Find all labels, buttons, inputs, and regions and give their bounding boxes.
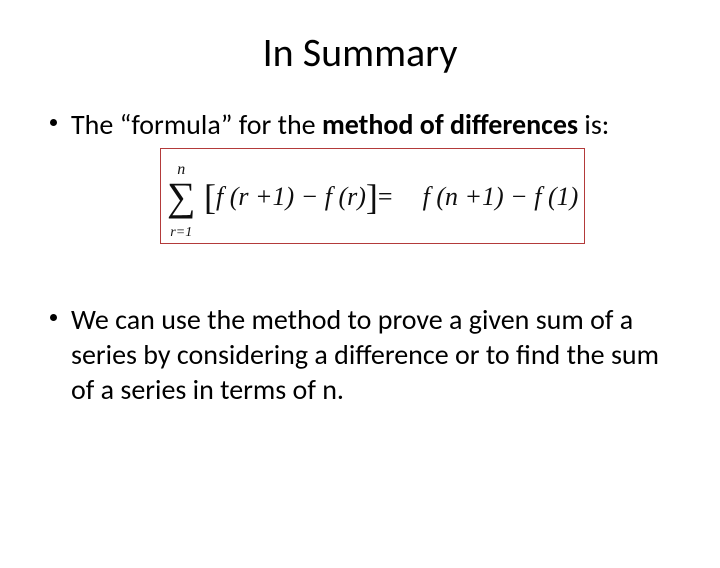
slide-title: In Summary bbox=[0, 28, 720, 77]
sigma-lower: r=1 bbox=[170, 225, 192, 240]
sigma-icon: n ∑ r=1 bbox=[167, 153, 196, 241]
bullet-1-text: The “formula” for the method of differen… bbox=[71, 107, 680, 142]
bullet-1-prefix: The “formula” for the bbox=[71, 107, 322, 142]
bullet-dot-icon bbox=[50, 119, 57, 126]
formula-eq: = bbox=[378, 182, 393, 211]
bullet-2: We can use the method to prove a given s… bbox=[50, 302, 680, 407]
bullet-list: The “formula” for the method of differen… bbox=[0, 107, 720, 407]
gap bbox=[50, 262, 680, 302]
bullet-2-text: We can use the method to prove a given s… bbox=[71, 302, 680, 407]
bullet-1: The “formula” for the method of differen… bbox=[50, 107, 680, 142]
slide: In Summary The “formula” for the method … bbox=[0, 28, 720, 568]
formula-lhs: f (r +1) − f (r) bbox=[216, 182, 366, 211]
lbracket: [ bbox=[204, 177, 216, 217]
formula-box: n ∑ r=1 [f (r +1) − f (r)]= f (n +1) − f … bbox=[160, 148, 585, 244]
bullet-1-bold: method of differences bbox=[322, 107, 578, 142]
bullet-dot-icon bbox=[50, 314, 57, 321]
rbracket: ] bbox=[366, 177, 378, 217]
sigma-symbol: ∑ bbox=[167, 179, 196, 215]
bullet-1-suffix: is: bbox=[578, 107, 609, 142]
formula-rhs: f (n +1) − f (1) bbox=[423, 182, 579, 211]
